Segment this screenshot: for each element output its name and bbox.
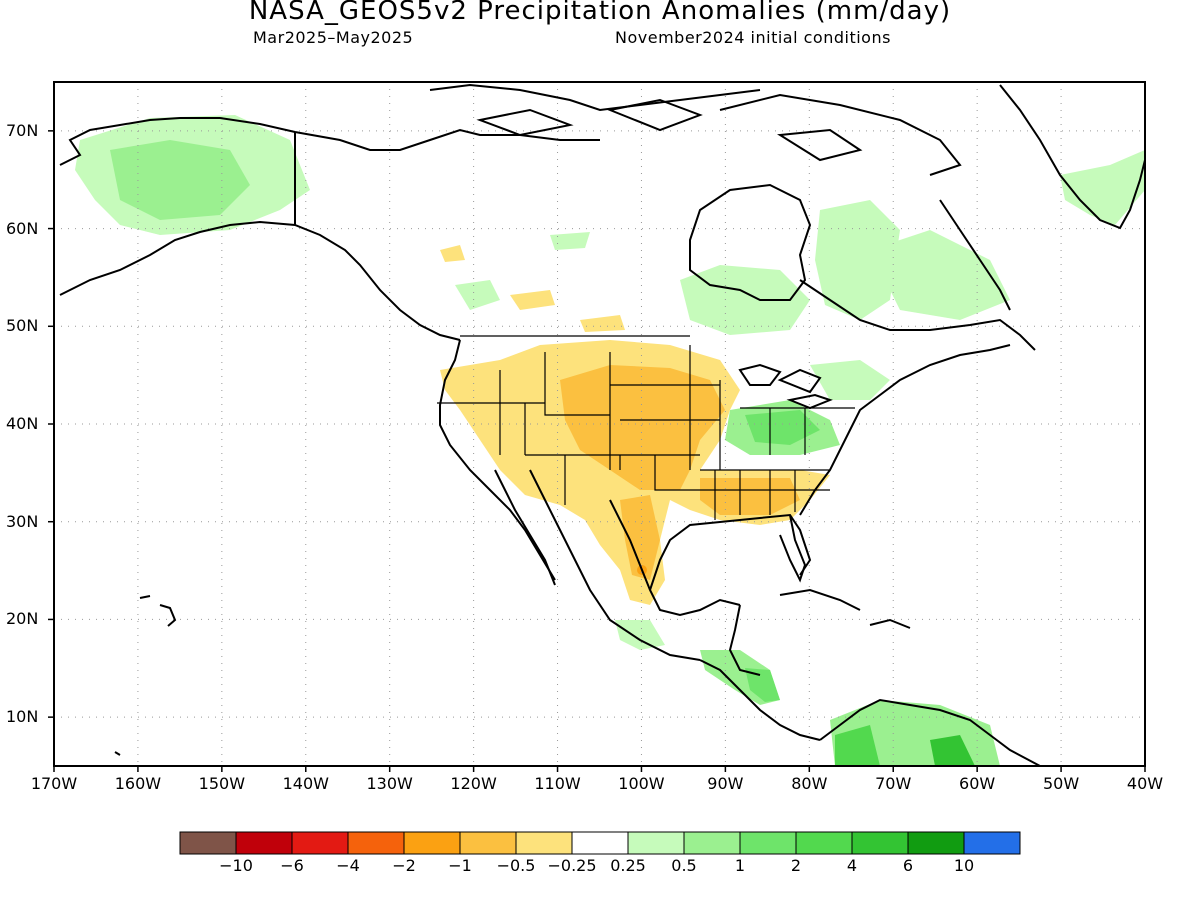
lon-label: 40W (1126, 774, 1164, 793)
lon-label: 120W (450, 774, 497, 793)
colorbar-swatch (291, 831, 349, 855)
colorbar-label: 4 (846, 856, 858, 875)
lon-label: 70W (875, 774, 912, 793)
lon-label: 80W (791, 774, 828, 793)
colorbar-label: 0.5 (671, 856, 697, 875)
lat-label: 50N (6, 316, 39, 336)
lat-label: 20N (6, 609, 39, 629)
colorbar-swatch (963, 831, 1021, 855)
colorbar-label: 0.25 (610, 856, 646, 875)
lat-label: 70N (6, 120, 39, 140)
colorbar-swatch (459, 831, 517, 855)
lon-label: 90W (707, 774, 744, 793)
colorbar-swatch (515, 831, 573, 855)
lon-label: 150W (198, 774, 246, 793)
state-borders (437, 335, 855, 520)
lon-label: 100W (618, 774, 665, 793)
colorbar-swatch (571, 831, 629, 855)
colorbar-swatch (403, 831, 461, 855)
colorbar-label: −2 (392, 856, 416, 875)
forecast-period: Mar2025–May2025 (253, 28, 414, 47)
colorbar-label: −6 (280, 856, 304, 875)
colorbar (179, 831, 1021, 855)
coastlines (59, 83, 1145, 766)
lon-label: 50W (1042, 774, 1080, 793)
lon-label: 140W (282, 774, 329, 793)
colorbar-label: 10 (953, 856, 975, 875)
colorbar-swatch (683, 831, 741, 855)
lon-label: 60W (959, 774, 996, 793)
colorbar-swatch (907, 831, 965, 855)
map-title: NASA_GEOS5v2 Precipitation Anomalies (mm… (248, 0, 952, 26)
colorbar-label: −0.5 (496, 856, 536, 875)
colorbar-swatch (235, 831, 293, 855)
lon-label: 160W (114, 774, 162, 793)
colorbar-label: 1 (734, 856, 746, 875)
lat-label: 40N (6, 414, 39, 433)
colorbar-label: −10 (219, 856, 253, 875)
lon-label: 130W (366, 774, 413, 793)
colorbar-swatch (739, 831, 797, 855)
colorbar-label: 2 (790, 856, 802, 875)
initial-conditions: November2024 initial conditions (615, 28, 891, 47)
colorbar-label: −4 (336, 856, 360, 875)
lat-label: 60N (6, 218, 39, 238)
colorbar-label: −1 (448, 856, 472, 875)
colorbar-swatch (851, 831, 909, 855)
anomaly-fields (75, 115, 1145, 766)
colorbar-label: −0.25 (547, 856, 597, 875)
colorbar-swatch (627, 831, 685, 855)
colorbar-swatch (795, 831, 853, 855)
lat-label: 30N (6, 511, 39, 531)
lat-label: 10N (6, 707, 39, 727)
axis-ticks (48, 130, 1146, 772)
lon-label: 170W (30, 774, 78, 793)
colorbar-swatch (347, 831, 405, 855)
colorbar-swatch (179, 831, 237, 855)
colorbar-label: 6 (902, 856, 914, 875)
lon-label: 110W (534, 774, 581, 793)
